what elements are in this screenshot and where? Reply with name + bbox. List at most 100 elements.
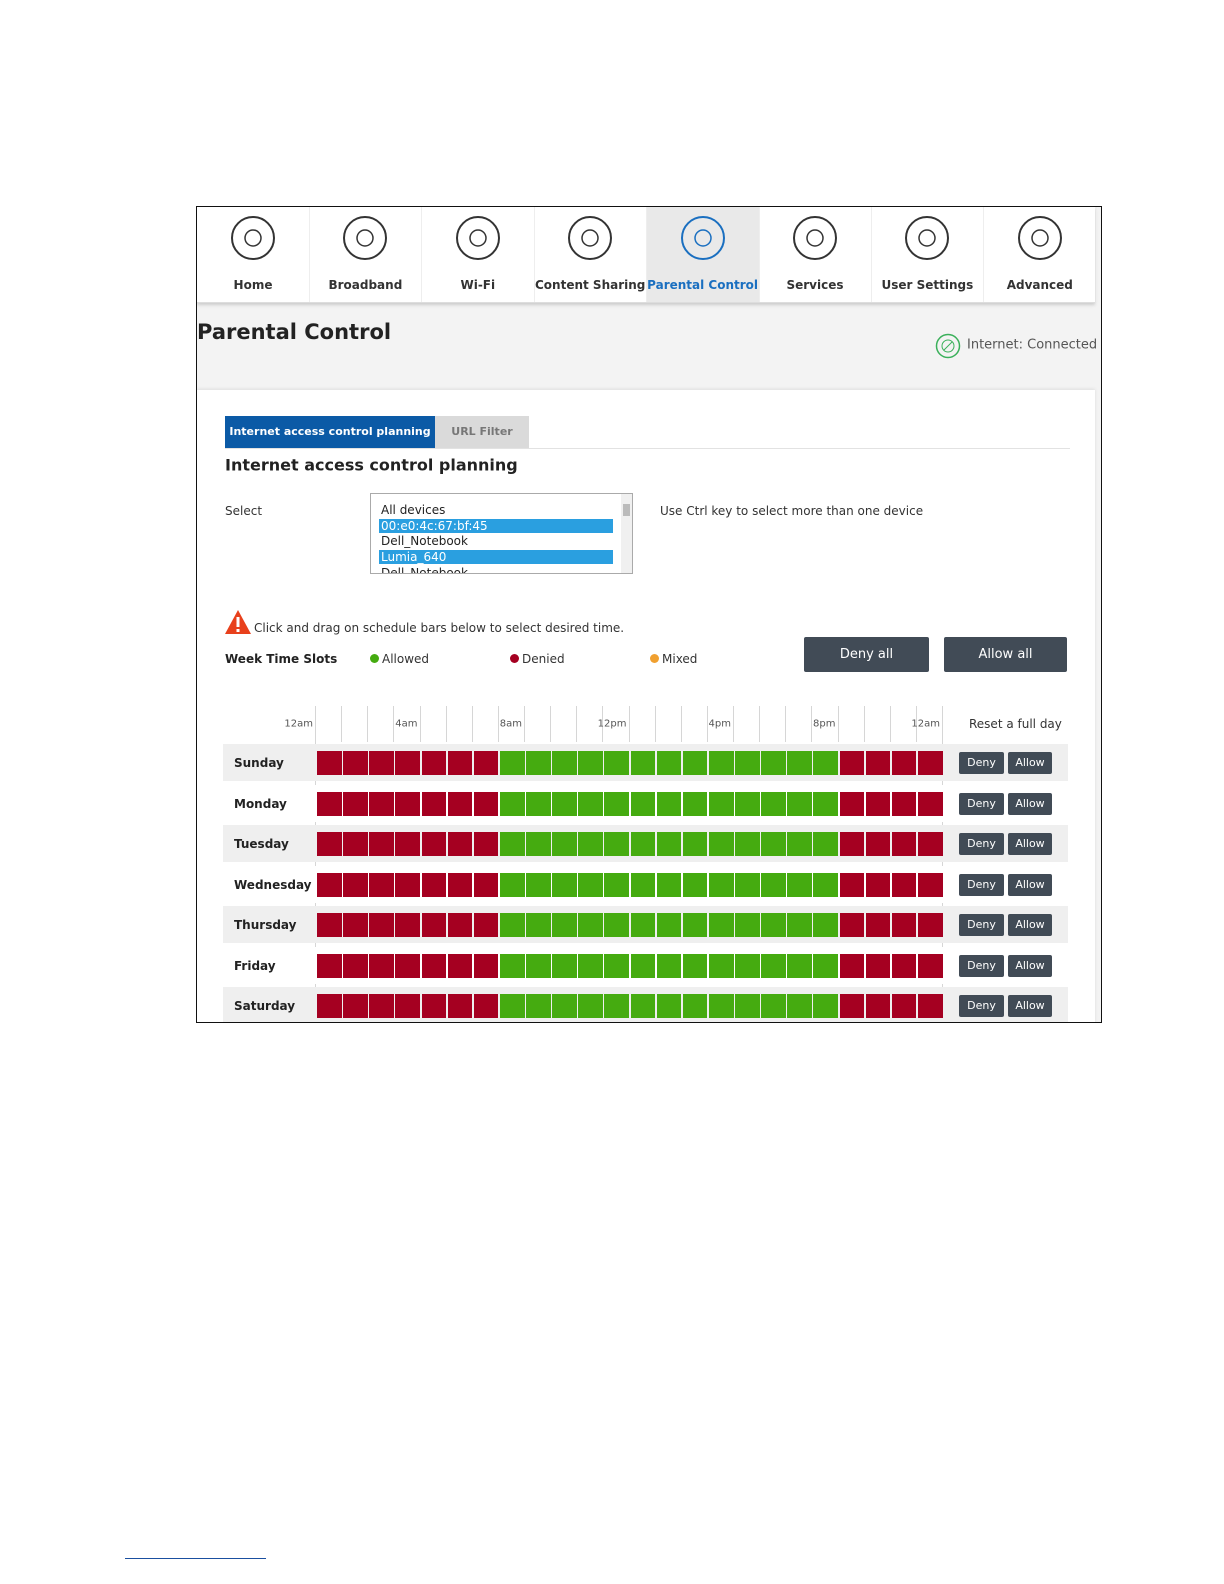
time-slot[interactable] (891, 872, 917, 897)
time-slot[interactable] (317, 751, 342, 775)
nav-item[interactable]: Services (759, 207, 872, 302)
time-slot[interactable] (395, 832, 420, 856)
time-slot[interactable] (682, 832, 708, 856)
list-option[interactable]: Lumia_640 (379, 550, 613, 565)
time-slot[interactable] (578, 872, 603, 897)
time-slot[interactable] (682, 953, 708, 978)
time-slot[interactable] (499, 872, 525, 897)
time-slot[interactable] (708, 994, 734, 1018)
time-slot[interactable] (787, 751, 812, 775)
time-slot[interactable] (656, 791, 682, 816)
time-slot[interactable] (708, 751, 734, 775)
time-slot[interactable] (499, 953, 525, 978)
nav-item[interactable]: Broadband (309, 207, 423, 302)
time-slot[interactable] (917, 791, 943, 816)
time-slot[interactable] (682, 994, 708, 1018)
allow-button[interactable]: Allow (1008, 954, 1052, 977)
time-slot[interactable] (865, 953, 891, 978)
time-slot[interactable] (708, 832, 734, 856)
time-slot[interactable] (578, 913, 603, 937)
time-slot[interactable] (735, 791, 760, 816)
time-slot[interactable] (839, 751, 865, 775)
deny-button[interactable]: Deny (959, 995, 1004, 1017)
time-slot[interactable] (656, 953, 682, 978)
time-slot[interactable] (473, 953, 499, 978)
time-slot[interactable] (682, 872, 708, 897)
time-slot[interactable] (343, 872, 368, 897)
time-slot[interactable] (787, 872, 812, 897)
time-slot[interactable] (343, 994, 368, 1018)
time-slot[interactable] (917, 832, 943, 856)
time-slot[interactable] (917, 751, 943, 775)
time-slot[interactable] (343, 913, 368, 937)
time-slot[interactable] (787, 953, 812, 978)
allow-button[interactable]: Allow (1008, 792, 1052, 815)
deny-button[interactable]: Deny (959, 752, 1004, 774)
time-slot[interactable] (395, 872, 420, 897)
time-slot[interactable] (604, 994, 629, 1018)
time-slot[interactable] (891, 832, 917, 856)
time-slot[interactable] (447, 913, 473, 937)
time-slot[interactable] (630, 791, 656, 816)
time-slot[interactable] (317, 791, 342, 816)
time-slot[interactable] (735, 994, 760, 1018)
allow-button[interactable]: Allow (1008, 833, 1052, 855)
time-slot[interactable] (604, 913, 629, 937)
time-slot[interactable] (630, 872, 656, 897)
device-list[interactable]: All devices 00:e0:4c:67:bf:45 Dell_Noteboo… (370, 493, 633, 574)
time-slot[interactable] (891, 751, 917, 775)
time-slot[interactable] (369, 913, 394, 937)
time-slot[interactable] (917, 872, 943, 897)
time-slot[interactable] (369, 994, 394, 1018)
list-option[interactable]: Dell_Notebook (381, 534, 468, 549)
time-slot[interactable] (395, 913, 420, 937)
deny-button[interactable]: Deny (959, 954, 1004, 977)
tab[interactable]: URL Filter (435, 416, 529, 448)
time-slot[interactable] (578, 791, 603, 816)
time-slot[interactable] (447, 953, 473, 978)
time-slot[interactable] (526, 953, 551, 978)
time-slot[interactable] (447, 832, 473, 856)
time-slot[interactable] (473, 791, 499, 816)
time-slot[interactable] (499, 791, 525, 816)
time-slot[interactable] (604, 751, 629, 775)
time-slot[interactable] (839, 994, 865, 1018)
time-slot[interactable] (499, 751, 525, 775)
time-slot[interactable] (735, 751, 760, 775)
time-slot[interactable] (682, 913, 708, 937)
allow-button[interactable]: Allow (1008, 995, 1052, 1017)
time-slot[interactable] (499, 994, 525, 1018)
time-slot[interactable] (630, 913, 656, 937)
time-slot[interactable] (761, 913, 786, 937)
time-slot[interactable] (395, 751, 420, 775)
time-slot[interactable] (369, 751, 394, 775)
time-slot[interactable] (421, 751, 447, 775)
time-slot[interactable] (708, 791, 734, 816)
time-slot[interactable] (630, 994, 656, 1018)
time-slot[interactable] (447, 994, 473, 1018)
time-slot[interactable] (656, 751, 682, 775)
time-slot[interactable] (787, 832, 812, 856)
time-slot[interactable] (787, 913, 812, 937)
time-slot[interactable] (813, 994, 838, 1018)
nav-item[interactable]: Wi-Fi (422, 207, 535, 302)
time-slot[interactable] (813, 872, 838, 897)
time-slot[interactable] (813, 913, 838, 937)
time-slot[interactable] (917, 953, 943, 978)
time-slot[interactable] (343, 791, 368, 816)
time-slot[interactable] (839, 913, 865, 937)
time-slot[interactable] (578, 751, 603, 775)
time-slot[interactable] (604, 953, 629, 978)
time-slot[interactable] (447, 791, 473, 816)
time-slot[interactable] (761, 872, 786, 897)
time-slot[interactable] (865, 872, 891, 897)
time-slot[interactable] (526, 872, 551, 897)
time-slot[interactable] (421, 791, 447, 816)
list-option[interactable]: All devices (381, 503, 446, 517)
time-slot[interactable] (473, 832, 499, 856)
time-slot[interactable] (891, 994, 917, 1018)
time-slot[interactable] (813, 791, 838, 816)
time-slot[interactable] (473, 994, 499, 1018)
time-slot[interactable] (891, 953, 917, 978)
time-slot[interactable] (369, 791, 394, 816)
